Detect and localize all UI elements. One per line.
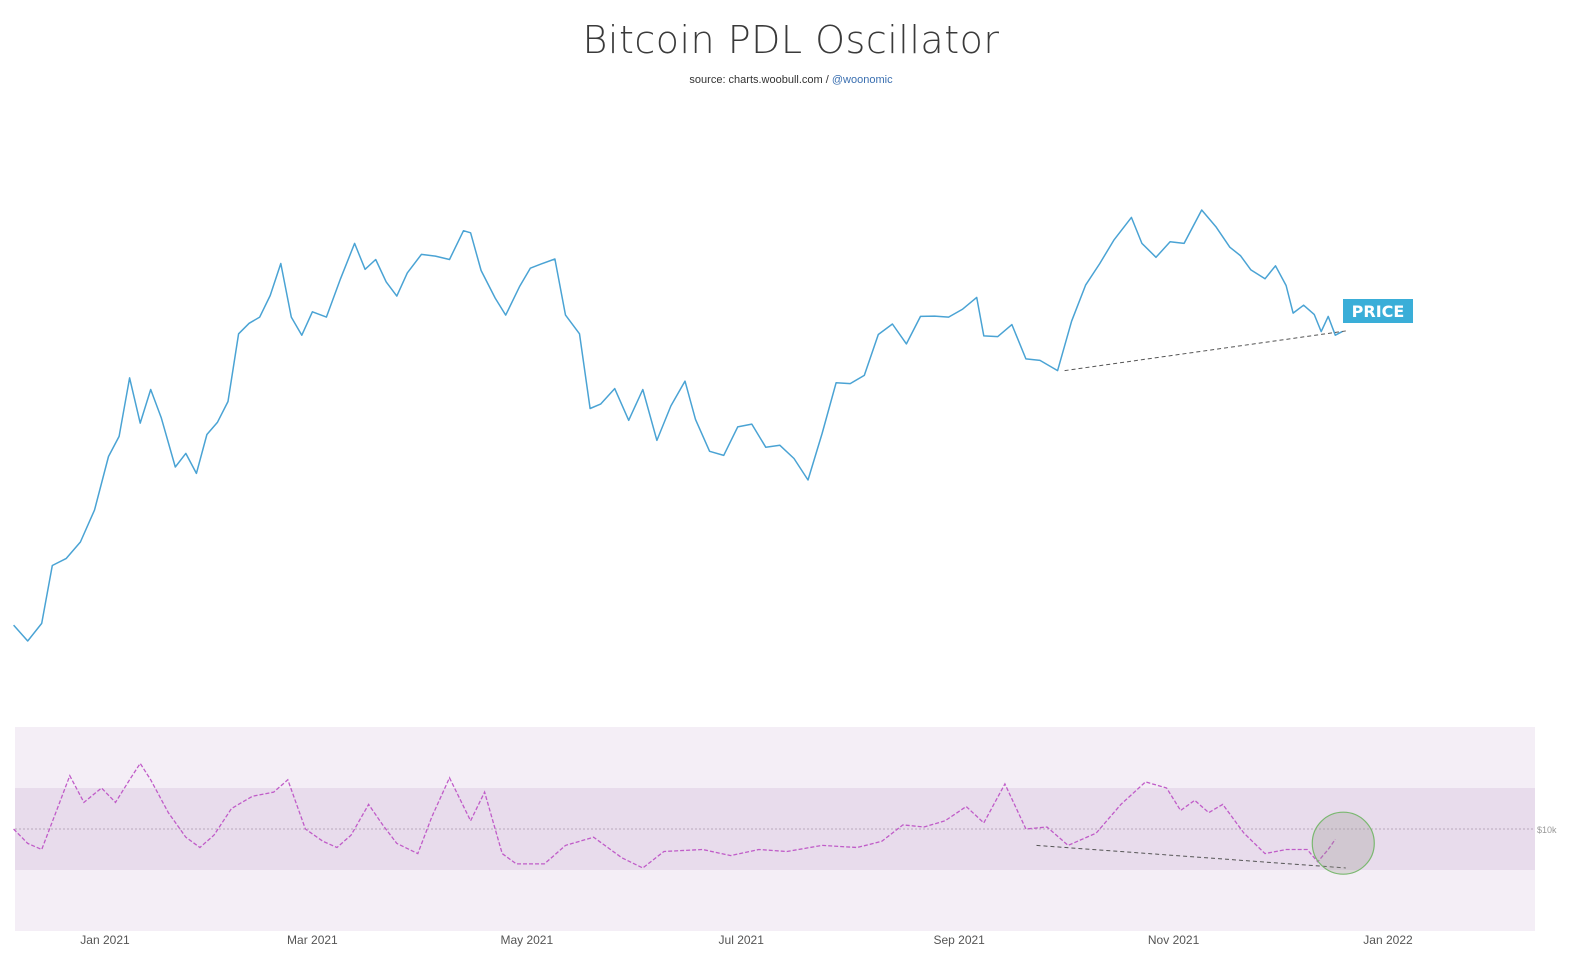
x-tick-label: Nov 2021 — [1148, 933, 1200, 947]
price-badge-label: PRICE — [1352, 302, 1405, 321]
oscillator-trendline — [1036, 844, 1346, 869]
right-axis-label: $10k — [1537, 825, 1557, 835]
oscillator-panel: $10k — [15, 727, 1557, 931]
price-badge-box — [1343, 299, 1413, 323]
oscillator-layer — [13, 762, 1375, 875]
price-layer — [13, 209, 1346, 642]
price-badge: PRICE — [1343, 299, 1413, 323]
price-series-line — [13, 209, 1343, 642]
x-axis: Jan 2021 Mar 2021 May 2021 Jul 2021 Sep 2021… — [80, 933, 1413, 947]
x-tick-label: May 2021 — [500, 933, 553, 947]
source-handle-link[interactable]: @woonomic — [831, 74, 893, 86]
source-text: source: charts.woobull.com / — [689, 74, 832, 86]
x-tick-label: Jan 2021 — [80, 933, 130, 947]
x-tick-label: Mar 2021 — [287, 933, 338, 947]
x-tick-label: Jul 2021 — [719, 933, 765, 947]
x-tick-label: Sep 2021 — [933, 933, 985, 947]
chart-title: Bitcoin PDL Oscillator — [582, 18, 1000, 62]
highlight-circle — [1311, 811, 1375, 875]
chart-subtitle: source: charts.woobull.com / @woonomic — [0, 74, 1582, 86]
price-trendline — [1064, 330, 1346, 372]
x-tick-label: Jan 2022 — [1363, 933, 1413, 947]
